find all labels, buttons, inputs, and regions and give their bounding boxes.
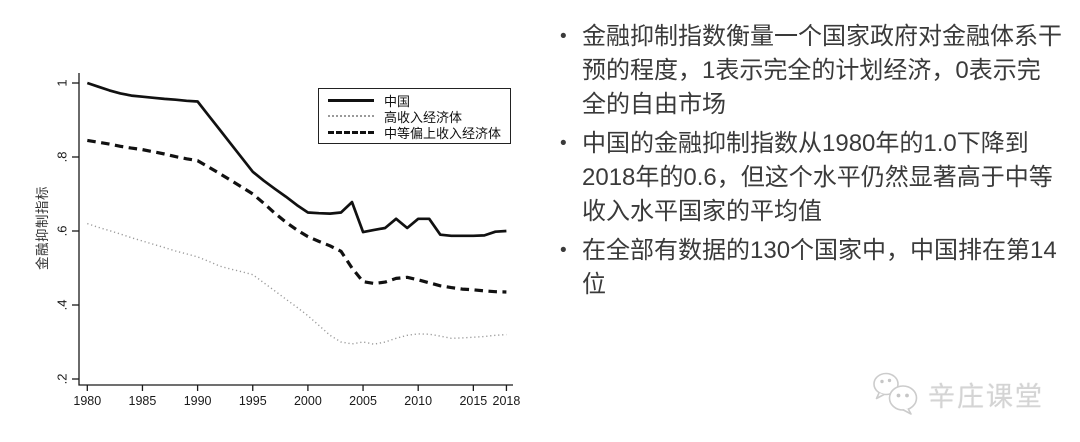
series-line-dotted <box>87 222 507 345</box>
watermark: 辛庄课堂 <box>872 370 1044 418</box>
legend-dashed-line-icon <box>328 130 374 134</box>
legend-dotted-line-icon <box>328 115 374 117</box>
axis-lines <box>78 73 513 386</box>
legend-label-china: 中国 <box>384 93 411 109</box>
series-line-dashed <box>87 138 507 294</box>
bullet-item-ranking: 在全部有数据的130个国家中，中国排在第14位 <box>556 234 1062 302</box>
x-tick-label: 1980 <box>73 394 101 408</box>
x-tick-label: 1995 <box>239 394 267 408</box>
legend-label-high-income: 高收入经济体 <box>384 109 463 125</box>
x-tick-label: 1985 <box>129 394 157 408</box>
y-tick-label: .2 <box>55 374 70 385</box>
bullet-item-china-trend: 中国的金融抑制指数从1980年的1.0下降到2018年的0.6，但这个水平仍然显… <box>556 127 1062 229</box>
bullet-list: 金融抑制指数衡量一个国家政府对金融体系干预的程度，1表示完全的计划经济，0表示完… <box>556 20 1062 307</box>
legend-item-high-income: 高收入经济体 <box>328 108 510 125</box>
x-tick-label: 2018 <box>493 394 521 408</box>
y-tick-label: .4 <box>55 300 70 311</box>
watermark-text: 辛庄课堂 <box>928 381 1044 412</box>
series-line-solid <box>86 81 507 238</box>
y-tick-label: .8 <box>55 152 70 163</box>
x-tick-label: 2010 <box>404 394 432 408</box>
y-tick-label: .6 <box>55 226 70 237</box>
x-tick-label: 2000 <box>294 394 322 408</box>
y-axis-title: 金融抑制指标 <box>35 186 50 270</box>
chart-legend: 中国 高收入经济体 中等偏上收入经济体 <box>318 88 511 144</box>
legend-label-upper-middle-income: 中等偏上收入经济体 <box>384 125 502 141</box>
x-tick-label: 2005 <box>349 394 377 408</box>
bullet-item-definition: 金融抑制指数衡量一个国家政府对金融体系干预的程度，1表示完全的计划经济，0表示完… <box>556 20 1062 122</box>
wechat-icon <box>873 372 918 415</box>
x-tick-label: 2015 <box>459 394 487 408</box>
y-tick-label: 1 <box>55 79 70 86</box>
chart-panel: 1 .8 .6 .4 .2 1980 1985 1990 1995 2000 2005 2010 201… <box>35 73 521 408</box>
legend-item-upper-middle-income: 中等偏上收入经济体 <box>328 124 510 141</box>
legend-solid-line-icon <box>328 98 374 102</box>
legend-item-china: 中国 <box>328 92 510 109</box>
x-tick-label: 1990 <box>184 394 212 408</box>
